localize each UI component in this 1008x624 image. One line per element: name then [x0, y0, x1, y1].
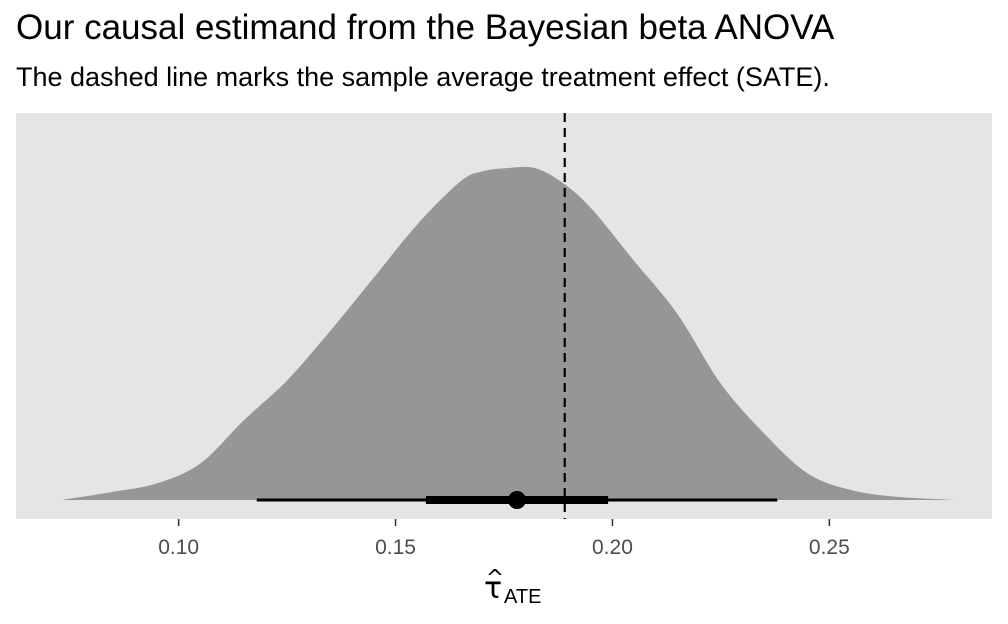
chart-title: Our causal estimand from the Bayesian be…	[16, 8, 835, 47]
x-tick-label: 0.15	[375, 536, 416, 559]
density-layer	[61, 166, 956, 501]
interval-layer	[256, 491, 778, 509]
density-area	[61, 166, 956, 501]
x-axis: 0.10 0.15 0.20 0.25	[158, 519, 850, 559]
x-axis-label: τ ^ ATE	[484, 566, 541, 608]
x-axis-label-subscript: ATE	[504, 586, 541, 608]
x-tick-label: 0.10	[158, 536, 199, 559]
point-estimate	[508, 491, 527, 509]
x-tick-label: 0.25	[809, 536, 850, 559]
chart-subtitle: The dashed line marks the sample average…	[16, 62, 830, 92]
x-axis-label-symbol: τ	[484, 571, 502, 606]
x-tick-label: 0.20	[592, 536, 633, 559]
x-axis-label-hat: ^	[486, 566, 504, 591]
